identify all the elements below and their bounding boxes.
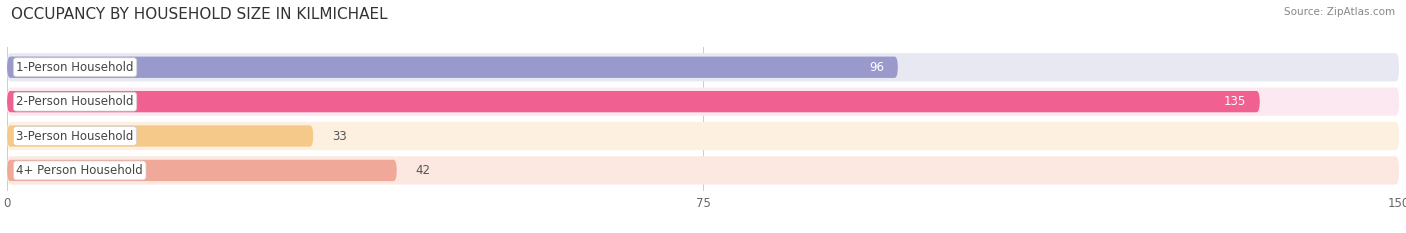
FancyBboxPatch shape <box>7 57 898 78</box>
FancyBboxPatch shape <box>7 91 1260 112</box>
Text: 96: 96 <box>869 61 884 74</box>
Text: OCCUPANCY BY HOUSEHOLD SIZE IN KILMICHAEL: OCCUPANCY BY HOUSEHOLD SIZE IN KILMICHAE… <box>11 7 388 22</box>
FancyBboxPatch shape <box>7 156 1399 185</box>
FancyBboxPatch shape <box>7 122 1399 150</box>
Text: 3-Person Household: 3-Person Household <box>17 130 134 143</box>
Text: 33: 33 <box>332 130 346 143</box>
Text: Source: ZipAtlas.com: Source: ZipAtlas.com <box>1284 7 1395 17</box>
FancyBboxPatch shape <box>7 160 396 181</box>
FancyBboxPatch shape <box>7 88 1399 116</box>
Text: 4+ Person Household: 4+ Person Household <box>17 164 143 177</box>
FancyBboxPatch shape <box>7 125 314 147</box>
Text: 1-Person Household: 1-Person Household <box>17 61 134 74</box>
Text: 42: 42 <box>415 164 430 177</box>
Text: 2-Person Household: 2-Person Household <box>17 95 134 108</box>
Text: 135: 135 <box>1223 95 1246 108</box>
FancyBboxPatch shape <box>7 53 1399 81</box>
